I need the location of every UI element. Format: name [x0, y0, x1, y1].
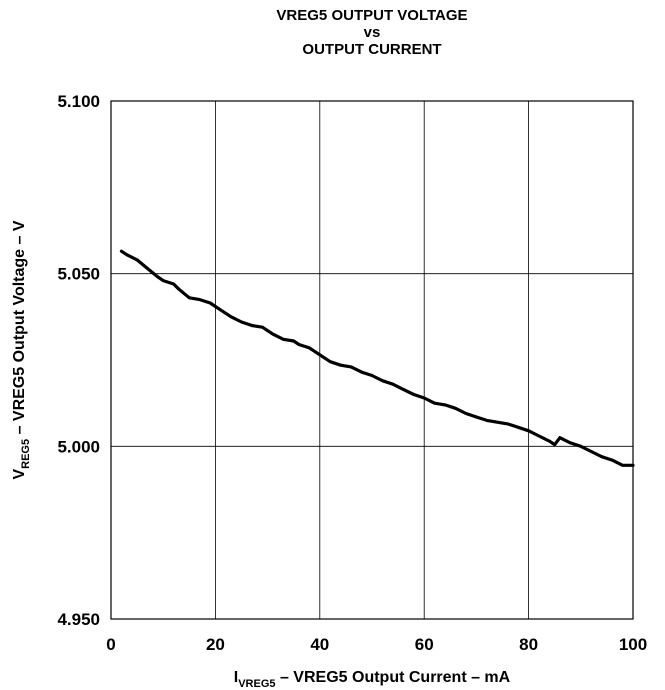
series-group — [119, 249, 635, 467]
series-line-0 — [119, 249, 635, 467]
x-tick-label-5: 100 — [619, 635, 647, 654]
x-tick-label-2: 40 — [310, 635, 329, 654]
x-tick-label-4: 80 — [519, 635, 538, 654]
y-tick-label-1: 5.000 — [57, 437, 100, 456]
chart-title-line-2: vs — [364, 24, 381, 41]
x-tick-label-1: 20 — [206, 635, 225, 654]
x-axis-tick-labels: 0 20 40 60 80 100 — [106, 635, 647, 654]
chart-title-line-1: VREG5 OUTPUT VOLTAGE — [276, 7, 467, 24]
x-tick-label-3: 60 — [415, 635, 434, 654]
chart-title-line-3: OUTPUT CURRENT — [302, 41, 441, 58]
y-tick-label-0: 4.950 — [57, 610, 100, 629]
x-tick-label-0: 0 — [106, 635, 115, 654]
y-axis-tick-labels: 4.950 5.000 5.050 5.100 — [57, 92, 100, 629]
x-axis-label: IVREG5 – VREG5 Output Current – mA — [234, 669, 511, 690]
grid-lines — [111, 101, 633, 619]
y-tick-label-2: 5.050 — [57, 265, 100, 284]
plot-area-frame — [110, 100, 634, 620]
y-tick-label-3: 5.100 — [57, 92, 100, 111]
y-axis-label: VREG5 – VREG5 Output Voltage – V — [11, 220, 32, 479]
